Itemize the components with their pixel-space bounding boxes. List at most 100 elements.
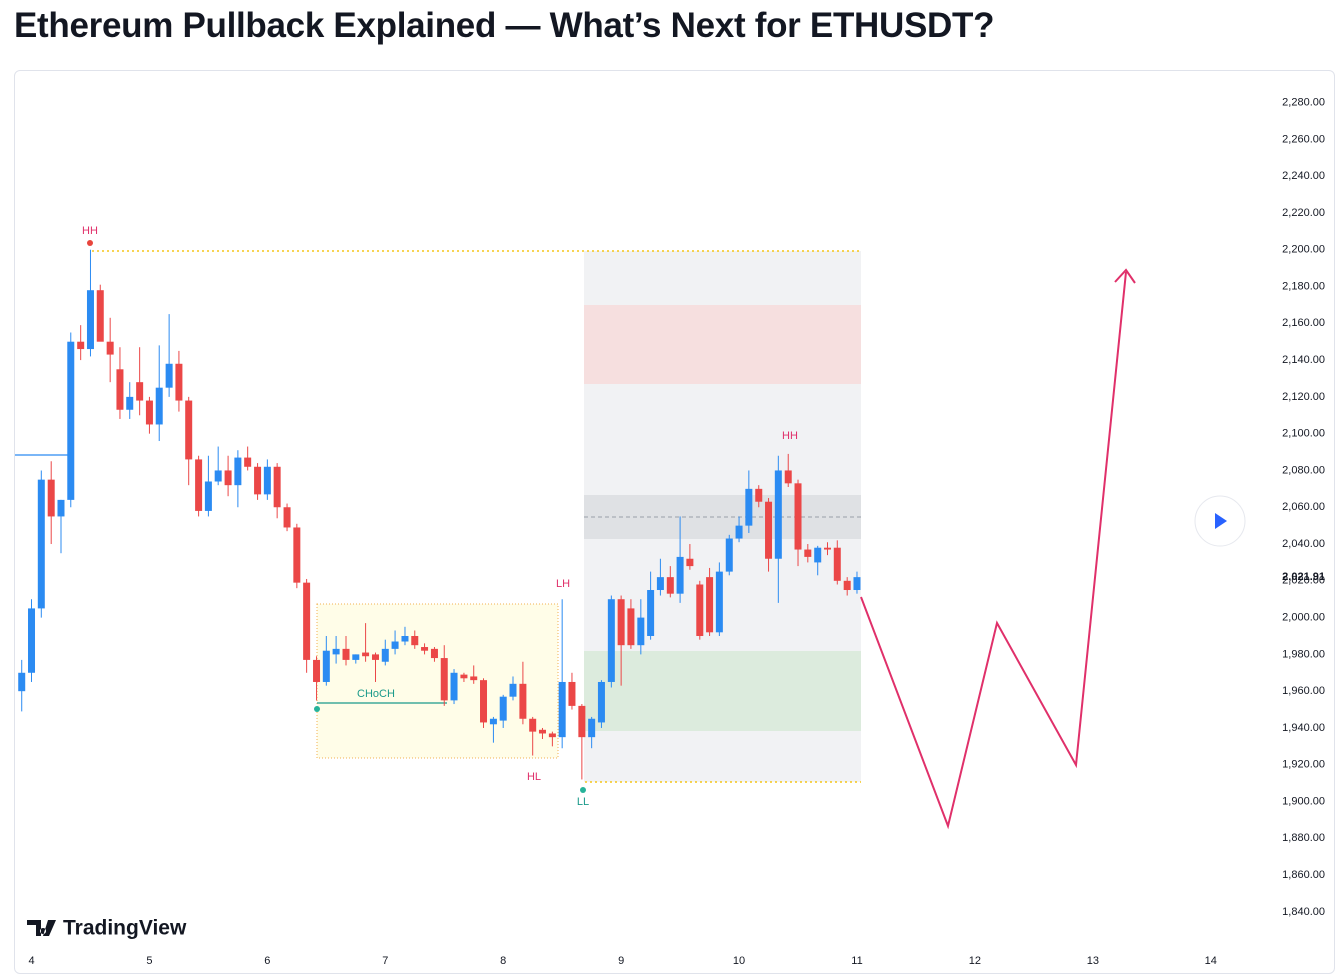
brand-logo: TradingView [27, 917, 187, 940]
candle-body [136, 382, 144, 401]
candle-body [499, 696, 507, 721]
candle-body [745, 488, 753, 526]
y-tick-label: 2,160.00 [1282, 317, 1325, 329]
candle-body [175, 363, 183, 401]
page-title: Ethereum Pullback Explained — What’s Nex… [14, 6, 995, 45]
candle-body [86, 290, 94, 350]
y-tick-label: 2,180.00 [1282, 280, 1325, 292]
candle-body [411, 635, 419, 646]
candle-body [371, 654, 379, 660]
y-tick-label: 2,120.00 [1282, 391, 1325, 403]
projection-path [860, 271, 1127, 830]
y-tick-label: 2,000.00 [1282, 612, 1325, 624]
demand-zone [584, 651, 861, 731]
candle-body [234, 457, 242, 486]
y-tick-label: 1,840.00 [1282, 906, 1325, 918]
candle-body [401, 635, 409, 642]
y-tick-label: 2,260.00 [1282, 133, 1325, 145]
y-tick-label: 2,280.00 [1282, 96, 1325, 108]
annotation: LH [556, 578, 570, 590]
candle-body [185, 400, 193, 460]
candle-body [106, 341, 114, 355]
marker-dot [87, 240, 93, 246]
candle-body [814, 547, 822, 563]
y-tick-label: 2,020.00 [1282, 575, 1325, 587]
y-tick-label: 2,220.00 [1282, 207, 1325, 219]
candle-body [460, 674, 468, 679]
candle-body [804, 549, 812, 557]
candle-body [293, 527, 301, 583]
y-tick-label: 2,060.00 [1282, 501, 1325, 513]
candle-body [214, 470, 222, 482]
candle-body [578, 705, 586, 738]
candle-body [538, 729, 546, 734]
candle-body [352, 654, 360, 660]
candle-body [784, 470, 792, 484]
annotation: LL [577, 796, 589, 808]
candle-body [529, 718, 537, 732]
y-tick-label: 1,940.00 [1282, 722, 1325, 734]
candle-body [440, 658, 448, 701]
candle-body [588, 718, 596, 738]
projection-arrow [1114, 268, 1136, 284]
drawings [15, 240, 1136, 830]
candle-body [725, 538, 733, 572]
candle-body [470, 676, 478, 681]
annotation: HH [82, 225, 98, 237]
candle-body [322, 650, 330, 682]
candle-body [18, 672, 26, 692]
y-tick-label: 2,140.00 [1282, 354, 1325, 366]
x-tick-label: 9 [618, 955, 624, 967]
candle-body [362, 652, 370, 657]
candle-body [47, 479, 55, 517]
candle-body [37, 479, 45, 609]
y-tick-label: 2,200.00 [1282, 244, 1325, 256]
play-icon[interactable] [1215, 513, 1227, 529]
candle-body [254, 466, 262, 495]
candle-body [715, 571, 723, 633]
candle-body [706, 577, 714, 633]
candle-body [195, 459, 203, 511]
candle-body [381, 648, 389, 662]
x-tick-label: 7 [382, 955, 388, 967]
candle-body [627, 608, 635, 646]
last-price-label: 2,021.91 [1282, 571, 1325, 583]
x-tick-label: 8 [500, 955, 506, 967]
y-tick-label: 2,100.00 [1282, 428, 1325, 440]
x-tick-label: 6 [264, 955, 270, 967]
candle-body [647, 590, 655, 636]
annotation: CHoCH [357, 688, 395, 700]
candle-body [126, 396, 134, 410]
candle-body [843, 580, 851, 591]
x-tick-label: 5 [146, 955, 152, 967]
candle-body [391, 641, 399, 649]
x-tick-label: 10 [733, 955, 745, 967]
candle-body [480, 680, 488, 723]
candle-body [450, 672, 458, 701]
candle-body [430, 648, 438, 659]
candle-body [145, 400, 153, 425]
annotation: HH [782, 430, 798, 442]
candle-body [755, 488, 763, 502]
candle-body [283, 507, 291, 528]
candle-body [303, 582, 311, 660]
x-tick-label: 13 [1087, 955, 1099, 967]
x-tick-label: 14 [1205, 955, 1217, 967]
brand-icon [27, 920, 56, 936]
y-tick-label: 1,980.00 [1282, 648, 1325, 660]
y-tick-label: 1,860.00 [1282, 869, 1325, 881]
candle-body [273, 466, 281, 508]
x-tick-label: 12 [969, 955, 981, 967]
candle-body [244, 457, 252, 467]
candle-body [165, 363, 173, 388]
candles [18, 249, 861, 780]
candle-body [57, 499, 65, 517]
play-button[interactable] [1194, 495, 1246, 547]
candle-body [519, 683, 527, 719]
candle-body [765, 501, 773, 559]
y-tick-label: 1,900.00 [1282, 795, 1325, 807]
marker-dot [580, 787, 586, 793]
candle-body [656, 577, 664, 591]
candle-body [617, 599, 625, 646]
